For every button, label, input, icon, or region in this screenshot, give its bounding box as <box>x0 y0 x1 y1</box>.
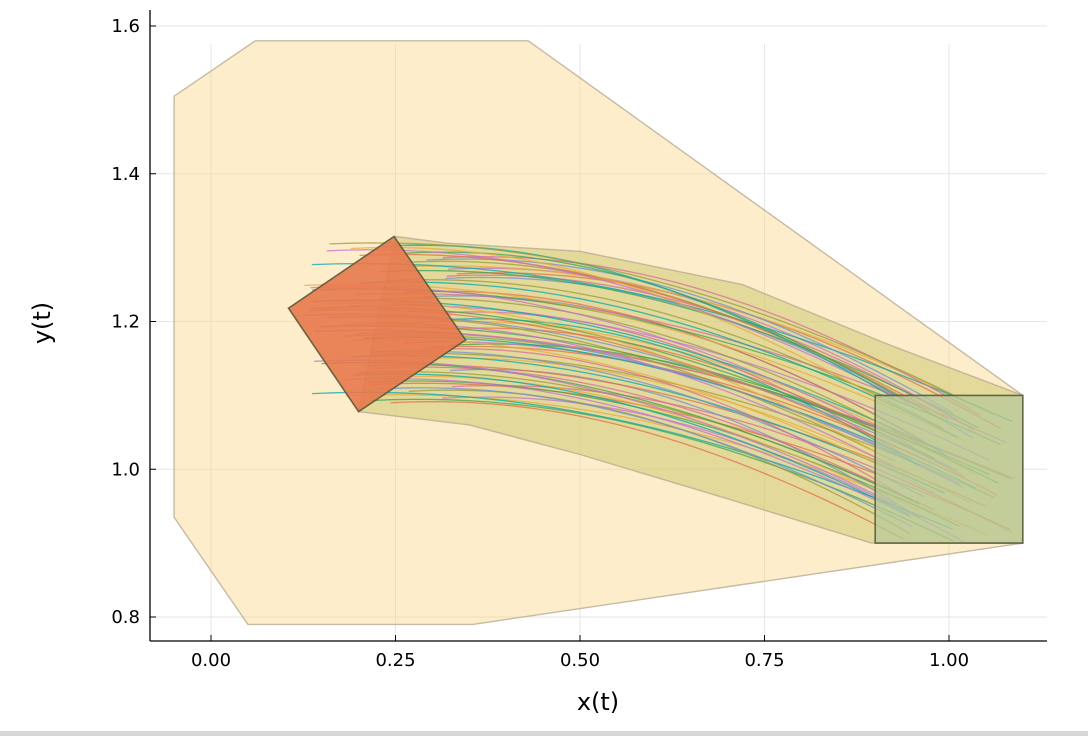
trajectory-line <box>378 387 913 528</box>
trajectory-line <box>311 262 1013 423</box>
trajectory-line <box>420 348 907 499</box>
trajectory-line <box>377 297 943 457</box>
x-tick-label: 0.25 <box>375 650 415 671</box>
x-tick-label: 0.00 <box>191 650 231 671</box>
y-tick-label: 1.0 <box>111 459 140 480</box>
trajectory-line <box>345 377 912 518</box>
set-overlays <box>287 235 1024 544</box>
axes <box>149 10 1047 642</box>
trajectories <box>302 242 1015 543</box>
trajectory-line <box>380 269 979 429</box>
trajectory-line <box>436 311 909 458</box>
trajectory-line <box>353 373 910 516</box>
trajectory-line <box>426 258 954 414</box>
trajectory-line <box>375 366 920 505</box>
trajectory-line <box>326 249 916 407</box>
trajectory-line <box>371 375 920 512</box>
target-set-polygon <box>874 394 1024 544</box>
x-tick-label: 1.00 <box>929 650 969 671</box>
x-axis-label: x(t) <box>577 688 619 716</box>
window-bottom-edge <box>0 731 1088 736</box>
y-tick-label: 1.2 <box>111 312 140 333</box>
y-tick-label: 1.6 <box>111 16 140 37</box>
trajectory-line <box>329 242 973 405</box>
trajectory-line <box>360 281 958 438</box>
trajectory-line <box>370 350 924 498</box>
initial-set-polygon <box>287 235 467 413</box>
trajectory-line <box>390 401 905 541</box>
trajectory-line <box>356 371 935 511</box>
y-tick-label: 0.8 <box>111 607 140 628</box>
x-tick-label: 0.75 <box>744 650 784 671</box>
y-axis-label: y(t) <box>28 302 56 344</box>
tick-labels: 0.00 0.25 0.50 0.75 1.00 0.8 1.0 1.2 1.4 1.6 <box>111 16 969 671</box>
trajectory-line <box>350 246 894 407</box>
y-tick-label: 1.4 <box>111 164 140 185</box>
x-tick-label: 0.50 <box>560 650 600 671</box>
trajectory-line <box>371 398 954 542</box>
trajectory-line <box>359 253 949 420</box>
trajectory-line <box>352 354 946 494</box>
